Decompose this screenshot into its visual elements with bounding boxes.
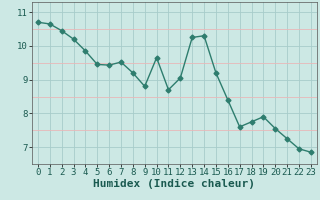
X-axis label: Humidex (Indice chaleur): Humidex (Indice chaleur): [93, 179, 255, 189]
